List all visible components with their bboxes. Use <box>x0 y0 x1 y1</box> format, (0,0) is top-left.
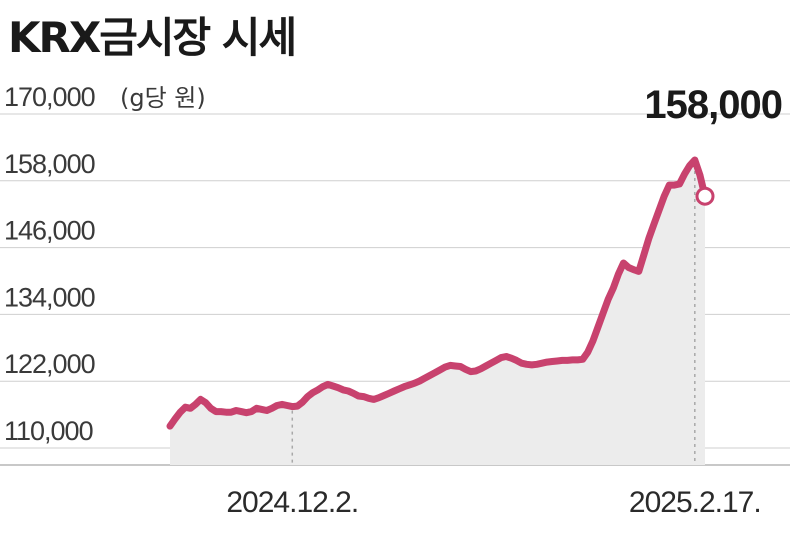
unit-label: (g당 원) <box>120 84 206 112</box>
y-tick-label: 158,000 <box>4 149 95 179</box>
x-axis-ticks: 2024.12.2. 2025.2.17. <box>226 486 761 519</box>
y-tick-label: 122,000 <box>4 349 95 379</box>
area-fill <box>170 160 705 465</box>
x-tick-label: 2025.2.17. <box>629 486 761 519</box>
y-tick-label: 170,000 <box>4 82 95 112</box>
chart-title: KRX금시장 시세 <box>8 13 297 62</box>
y-axis-ticks: 110,000 122,000 134,000 146,000 158,000 170,0… <box>4 82 96 446</box>
y-tick-label: 110,000 <box>4 416 93 446</box>
last-value-label: 158,000 <box>644 83 782 127</box>
price-line <box>166 156 709 430</box>
last-point-marker <box>695 186 715 206</box>
x-tick-label: 2024.12.2. <box>226 486 358 519</box>
x-guides <box>291 164 696 465</box>
y-tick-label: 146,000 <box>4 216 95 246</box>
y-tick-label: 134,000 <box>4 282 95 312</box>
